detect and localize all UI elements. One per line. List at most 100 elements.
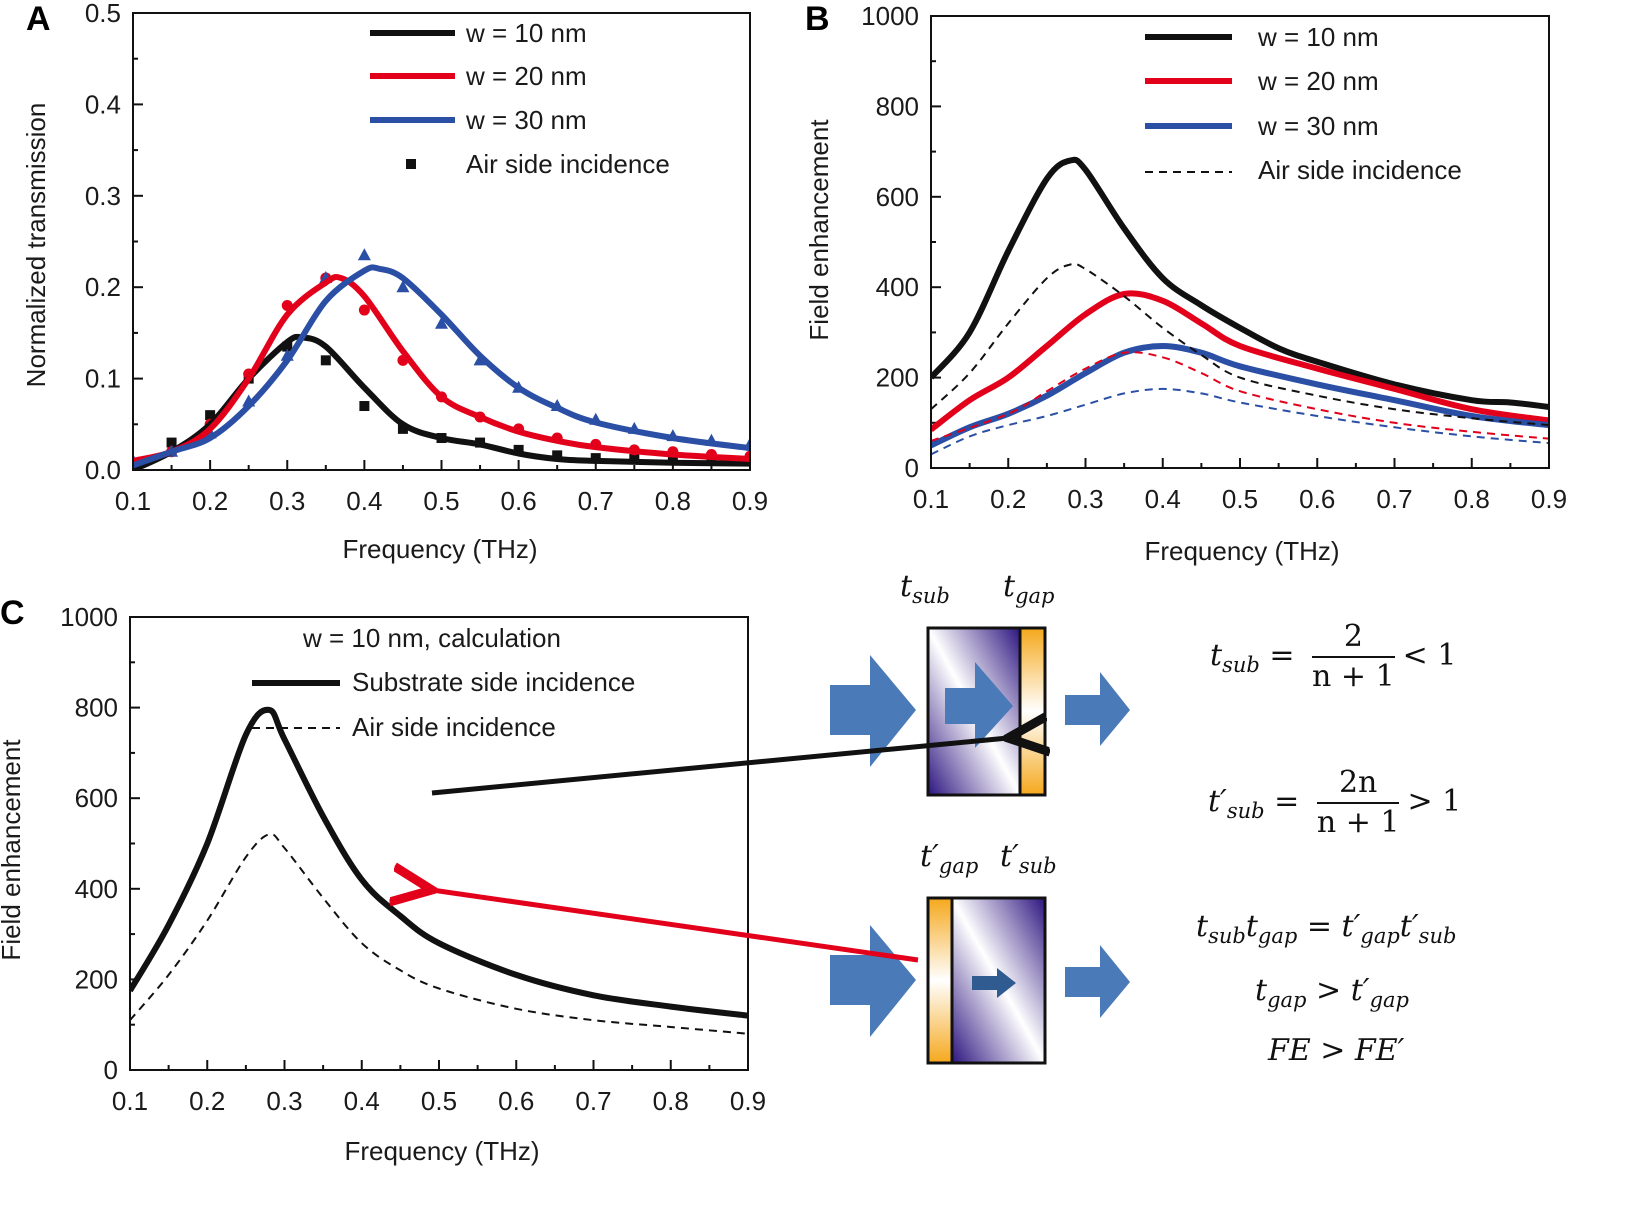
- legend-label: w = 30 nm: [1257, 111, 1379, 141]
- legend-label: w = 20 nm: [1257, 66, 1379, 96]
- y-tick-label: 0.5: [85, 0, 121, 28]
- x-tick-label: 0.2: [192, 486, 228, 516]
- x-tick-label: 0.9: [732, 486, 768, 516]
- panel-label-c: C: [0, 594, 25, 632]
- label-t-prime-sub: t′sub: [1000, 839, 1057, 878]
- series-line-solid: [931, 156, 1549, 410]
- x-axis-label: Frequency (THz): [1144, 536, 1339, 566]
- panel-label-a: A: [26, 0, 51, 38]
- schematic-air-incidence: [830, 896, 1130, 1065]
- data-point-circle: [358, 304, 370, 316]
- x-tick-label: 0.5: [423, 486, 459, 516]
- x-tick-label: 0.1: [115, 486, 151, 516]
- red-pointer-arrow: [432, 890, 919, 963]
- label-t-prime-gap: t′gap: [920, 839, 979, 878]
- schematic-substrate-incidence: [830, 626, 1130, 797]
- substrate-layer: [950, 896, 1047, 1065]
- legend-a: w = 10 nm w = 20 nm w = 30 nm Air side i…: [370, 18, 670, 179]
- x-tick-label: 0.7: [575, 1086, 611, 1116]
- x-tick-label: 0.2: [189, 1086, 225, 1116]
- series-line-solid: [931, 343, 1549, 449]
- x-tick-label: 0.1: [913, 484, 949, 514]
- series-line-dashed: [931, 387, 1549, 456]
- legend-b: w = 10 nm w = 20 nm w = 30 nm Air side i…: [1145, 22, 1462, 185]
- x-tick-label: 0.5: [1222, 484, 1258, 514]
- incident-arrow-icon: [830, 925, 916, 1037]
- data-point-square: [282, 341, 293, 352]
- legend-label: Substrate side incidence: [352, 667, 635, 697]
- legend-label: w = 10 nm: [1257, 22, 1379, 52]
- panel-label-b: B: [805, 0, 830, 38]
- series-line-solid: [133, 264, 750, 469]
- y-tick-label: 400: [876, 272, 919, 302]
- x-axis-label: Frequency (THz): [344, 1136, 539, 1166]
- data-point-square: [320, 355, 331, 366]
- y-tick-label: 0: [104, 1055, 118, 1085]
- x-axis-label: Frequency (THz): [342, 534, 537, 564]
- y-tick-label: 0.3: [85, 181, 121, 211]
- legend-marker-square: [406, 159, 416, 169]
- gap-layer: [1018, 626, 1047, 797]
- y-tick-label: 200: [75, 964, 118, 994]
- chart-c-title: w = 10 nm, calculation: [302, 623, 561, 653]
- equation-product: tsubtgap = t′gapt′sub: [1196, 909, 1457, 948]
- x-tick-label: 0.1: [112, 1086, 148, 1116]
- label-t-sub: tsub: [900, 569, 950, 608]
- x-tick-label: 0.4: [1145, 484, 1181, 514]
- x-tick-label: 0.4: [344, 1086, 380, 1116]
- chart-b: 0.1 0.2 0.3 0.4 0.5 0.6 0.7 0.8 0.9 0 200 400 600 800…: [804, 1, 1567, 566]
- x-tick-label: 0.7: [1376, 484, 1412, 514]
- series-line-dashed: [931, 262, 1549, 427]
- legend-c: w = 10 nm, calculation Substrate side in…: [252, 623, 635, 742]
- y-tick-label: 1000: [861, 1, 919, 31]
- y-tick-label: 600: [876, 182, 919, 212]
- data-point-square: [397, 423, 408, 434]
- y-axis-label: Field enhancement: [804, 119, 834, 341]
- x-tick-label: 0.4: [346, 486, 382, 516]
- y-tick-label: 600: [75, 783, 118, 813]
- plot-frame: [132, 12, 751, 471]
- y-tick-label: 0: [905, 453, 919, 483]
- x-tick-label: 0.5: [421, 1086, 457, 1116]
- legend-label: w = 10 nm: [465, 18, 587, 48]
- x-tick-label: 0.8: [1454, 484, 1490, 514]
- x-tick-label: 0.3: [269, 486, 305, 516]
- data-point-square: [513, 444, 524, 455]
- x-tick-label: 0.8: [655, 486, 691, 516]
- gap-layer: [926, 896, 954, 1065]
- transmitted-arrow-icon: [1065, 672, 1130, 746]
- equation-fe-compare: FE > FE′: [1268, 1033, 1405, 1068]
- x-tick-label: 0.3: [266, 1086, 302, 1116]
- y-tick-label: 0.0: [85, 455, 121, 485]
- black-pointer-arrow: [431, 738, 1008, 796]
- y-tick-label: 0.2: [85, 272, 121, 302]
- legend-label: Air side incidence: [466, 149, 670, 179]
- y-tick-label: 0.4: [85, 89, 121, 119]
- legend-label: Air side incidence: [1258, 155, 1462, 185]
- x-tick-label: 0.6: [501, 486, 537, 516]
- label-t-gap: tgap: [1003, 569, 1055, 608]
- y-axis-label: Normalized transmission: [21, 103, 51, 388]
- x-tick-label: 0.8: [653, 1086, 689, 1116]
- data-point-triangle: [396, 280, 410, 293]
- x-tick-label: 0.9: [1531, 484, 1567, 514]
- equation-gap-compare: tgap > t′gap: [1255, 973, 1409, 1012]
- y-tick-label: 0.1: [85, 364, 121, 394]
- x-tick-label: 0.6: [498, 1086, 534, 1116]
- y-tick-label: 800: [876, 91, 919, 121]
- x-tick-label: 0.9: [730, 1086, 766, 1116]
- transmitted-arrow-icon: [1065, 945, 1130, 1018]
- plot-frame: [129, 616, 749, 1071]
- y-tick-label: 1000: [60, 602, 118, 632]
- data-point-square: [166, 437, 177, 448]
- inner-arrow-icon: [945, 662, 1013, 748]
- incident-arrow-icon: [830, 655, 916, 767]
- series-line-dashed: [130, 833, 748, 1035]
- y-tick-label: 200: [876, 363, 919, 393]
- data-point-triangle: [435, 316, 448, 329]
- series-line-solid: [130, 706, 748, 1019]
- series-line-solid: [133, 333, 750, 470]
- legend-label: Air side incidence: [352, 712, 556, 742]
- inner-arrow-icon: [972, 968, 1016, 998]
